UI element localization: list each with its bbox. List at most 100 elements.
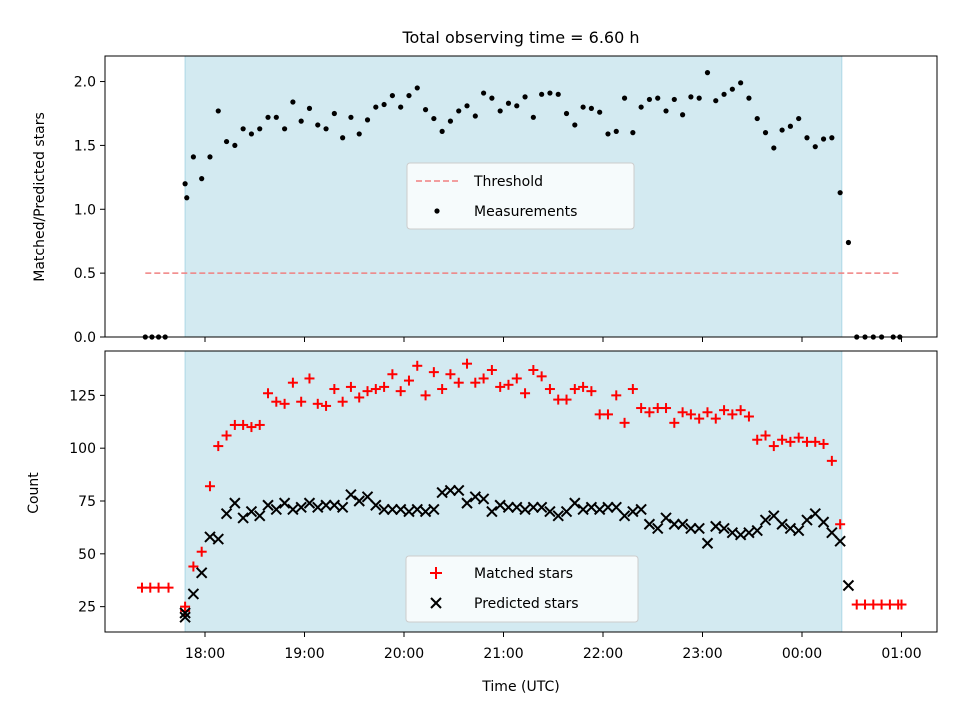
measurement-point (646, 96, 653, 103)
measurement-point (489, 95, 495, 101)
matched-star-point (412, 360, 423, 371)
bottom-legend-frame (405, 555, 639, 623)
matched-star-point (835, 519, 846, 530)
measurement-point (771, 145, 777, 151)
measurement-point (812, 144, 818, 150)
measurement-point (621, 95, 628, 101)
measurement-point (273, 114, 279, 120)
matched-star-point (752, 434, 763, 445)
measurement-point (422, 107, 429, 113)
predicted-star-point (287, 503, 299, 516)
matched-star-point (196, 546, 207, 557)
measurement-point (348, 114, 354, 120)
measurement-point (373, 104, 379, 110)
predicted-legend-swatch (430, 597, 442, 609)
predicted-star-point (759, 514, 772, 526)
matched-star-point (486, 365, 497, 376)
predicted-star-point (419, 505, 432, 518)
matched-star-point (619, 417, 630, 428)
measurement-point (738, 80, 744, 86)
matched-star-point (544, 384, 555, 395)
predicted-star-point (734, 529, 747, 541)
predicted-star-point (768, 510, 780, 522)
matched-star-point (428, 367, 439, 378)
measurement-point (207, 154, 213, 160)
measurement-point (779, 127, 785, 133)
matched-star-point (826, 455, 837, 466)
predicted-star-point (461, 497, 473, 509)
measurement-point (713, 98, 719, 104)
bottom-x-tick-label: 00:00 (782, 646, 822, 662)
measurement-point (555, 91, 561, 97)
matched-star-point (221, 430, 232, 441)
matched-star-point (569, 384, 580, 395)
predicted-star-point (710, 520, 722, 533)
measurement-point (530, 114, 536, 120)
matched-star-point (287, 377, 298, 388)
predicted-star-point (743, 526, 755, 539)
measurement-point (447, 118, 454, 124)
matched-star-point (694, 413, 705, 424)
predicted-star-point (403, 505, 415, 518)
matched-star-point (304, 373, 315, 384)
measurement-point (232, 142, 238, 149)
matched-star-point (437, 384, 448, 395)
predicted-star-point (486, 505, 498, 518)
predicted-star-point (254, 510, 266, 522)
predicted-star-point (453, 484, 465, 497)
top-y-tick-label: 2.0 (74, 75, 96, 91)
top-y-ticks: 0.0 0.5 1.0 1.5 2.0 (74, 75, 105, 346)
bottom-y-axis-label: Count (26, 472, 42, 514)
predicted-star-point (444, 484, 457, 497)
measurement-point (215, 108, 221, 114)
predicted-star-point (809, 507, 821, 520)
measurement-point (257, 126, 263, 132)
matched-star-point (453, 377, 464, 388)
matched-star-point (321, 400, 332, 411)
predicted-star-point (826, 526, 838, 539)
measurement-point (184, 195, 190, 201)
measurement-point (547, 90, 553, 96)
measurement-point (630, 130, 636, 136)
top-y-tick-label: 0.0 (74, 330, 96, 346)
predicted-star-point (477, 493, 490, 505)
matched-star-point (793, 432, 804, 443)
measurement-point (721, 91, 727, 97)
matched-star-point (785, 436, 796, 447)
bottom-x-ticks: 18:00 19:00 20:00 21:00 22:00 23:00 00:00 01:00 (185, 632, 922, 662)
matched-star-point (710, 413, 721, 424)
predicted-star-point (792, 524, 805, 537)
matched-star-point (153, 582, 164, 593)
matched-star-point (379, 381, 390, 392)
matched-star-point (561, 394, 572, 405)
predicted-star-point (411, 503, 423, 516)
predicted-star-point (668, 518, 681, 530)
matched-star-point (188, 561, 199, 572)
bottom-x-tick-label: 22:00 (583, 646, 623, 662)
top-axes-frame (104, 55, 938, 338)
measurement-point (588, 105, 594, 111)
predicted-star-point (237, 512, 249, 524)
measurement-point (696, 95, 702, 101)
predicted-star-point (784, 522, 797, 535)
measurement-point (539, 91, 545, 97)
bottom-x-tick-label: 20:00 (384, 646, 424, 662)
measurement-point (845, 239, 852, 246)
matched-star-point (644, 407, 655, 418)
predicted-star-point (652, 522, 664, 535)
matched-star-point (578, 381, 589, 392)
measurement-point (671, 96, 677, 103)
measurement-point (754, 115, 760, 122)
matched-star-point (536, 371, 547, 382)
matched-star-point (503, 379, 514, 390)
predicted-star-point (361, 491, 374, 503)
bottom-x-tick-label: 19:00 (284, 646, 324, 662)
predicted-star-point (353, 495, 365, 507)
measurement-point (820, 136, 827, 142)
predicted-star-point (751, 524, 763, 537)
predicted-star-point (494, 499, 506, 511)
measurement-point (638, 104, 644, 110)
predicted-star-point (834, 535, 846, 547)
top-x-ticks (204, 337, 902, 342)
predicted-star-point (502, 501, 515, 514)
